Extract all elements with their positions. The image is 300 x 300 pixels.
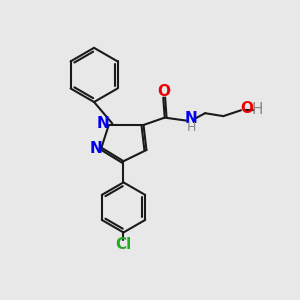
Text: N: N xyxy=(97,116,110,131)
Text: N: N xyxy=(185,111,198,126)
Text: O: O xyxy=(157,84,170,99)
Text: N: N xyxy=(89,141,102,156)
Text: O: O xyxy=(240,101,253,116)
Text: Cl: Cl xyxy=(116,237,132,252)
Text: H: H xyxy=(251,102,263,117)
Text: H: H xyxy=(187,121,196,134)
